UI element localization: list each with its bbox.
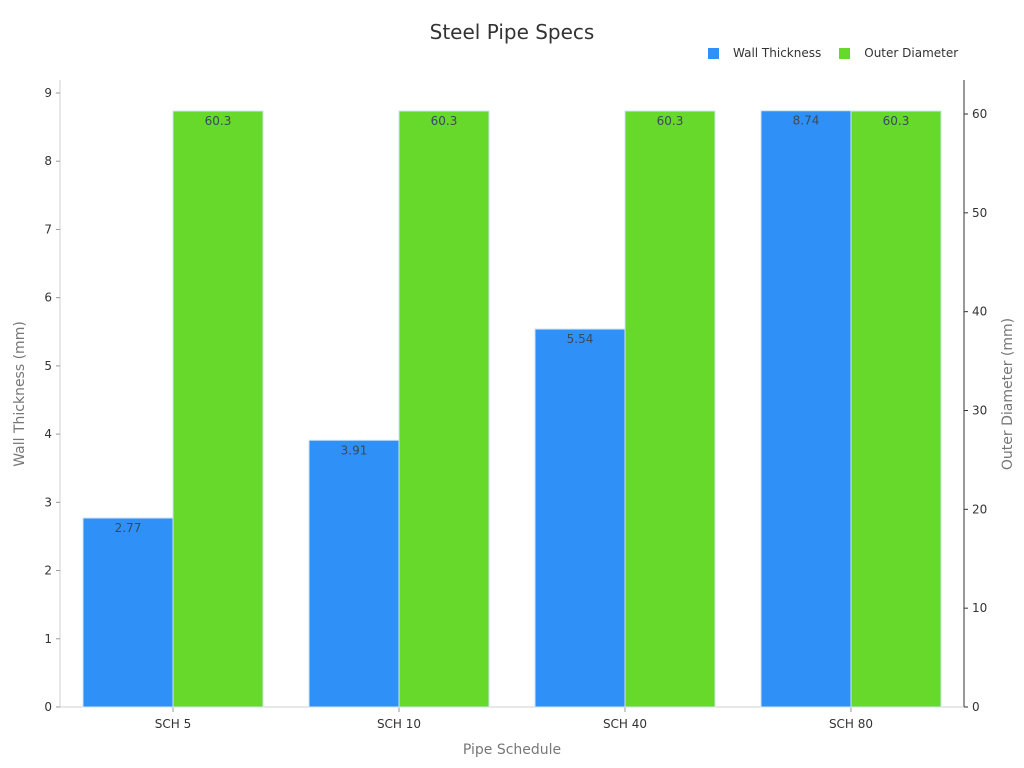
legend-swatch-icon [839, 47, 851, 59]
y-right-tick-label: 0 [972, 700, 980, 714]
bar-value-label: 60.3 [657, 114, 684, 128]
y-tick-label: 6 [44, 291, 52, 305]
y-tick-label: 3 [44, 495, 52, 509]
y-tick-label: 2 [44, 564, 52, 578]
y-tick-label: 0 [44, 700, 52, 714]
bar[interactable] [534, 328, 626, 708]
y-tick-label: 4 [44, 427, 52, 441]
bar[interactable] [398, 110, 490, 708]
x-tick-label: SCH 80 [829, 717, 873, 731]
chart-title: Steel Pipe Specs [429, 20, 595, 44]
y-right-tick-label: 60 [972, 107, 987, 121]
bar[interactable] [308, 439, 400, 708]
bar[interactable] [760, 110, 852, 708]
y-axis-title-right: Outer Diameter (mm) [1000, 317, 1016, 471]
bar-value-label: 60.3 [431, 114, 458, 128]
legend-item-outer-diameter[interactable]: Outer Diameter [839, 46, 958, 60]
y-right-tick-label: 30 [972, 404, 987, 418]
y-right-tick-label: 10 [972, 601, 987, 615]
y-tick-label: 8 [44, 154, 52, 168]
x-tick-label: SCH 5 [155, 717, 191, 731]
y-axis-title-left: Wall Thickness (mm) [12, 321, 28, 467]
legend-label: Wall Thickness [733, 46, 822, 60]
legend-item-wall-thickness[interactable]: Wall Thickness [708, 46, 821, 60]
y-tick-label: 7 [44, 222, 52, 236]
y-right-tick-label: 20 [972, 502, 987, 516]
bar-value-label: 2.77 [115, 521, 142, 535]
bar-value-label: 5.54 [567, 332, 594, 346]
bar[interactable] [850, 110, 942, 708]
bar[interactable] [172, 110, 264, 708]
y-tick-label: 1 [44, 632, 52, 646]
legend-swatch-icon [708, 47, 719, 59]
x-tick-label: SCH 10 [377, 717, 421, 731]
legend-label: Outer Diameter [864, 46, 959, 60]
bar-value-label: 60.3 [883, 114, 910, 128]
bar[interactable] [82, 517, 174, 708]
y-tick-label: 9 [44, 86, 52, 100]
y-right-tick-label: 40 [972, 305, 987, 319]
bar-value-label: 60.3 [205, 114, 232, 128]
x-axis-title: Pipe Schedule [462, 742, 562, 758]
bar-value-label: 8.74 [793, 114, 820, 128]
bar[interactable] [624, 110, 716, 708]
y-tick-label: 5 [44, 359, 52, 373]
y-right-tick-label: 50 [972, 206, 987, 220]
bar-value-label: 3.91 [341, 443, 368, 457]
legend: Wall Thickness Outer Diameter [708, 46, 976, 60]
x-tick-label: SCH 40 [603, 717, 647, 731]
